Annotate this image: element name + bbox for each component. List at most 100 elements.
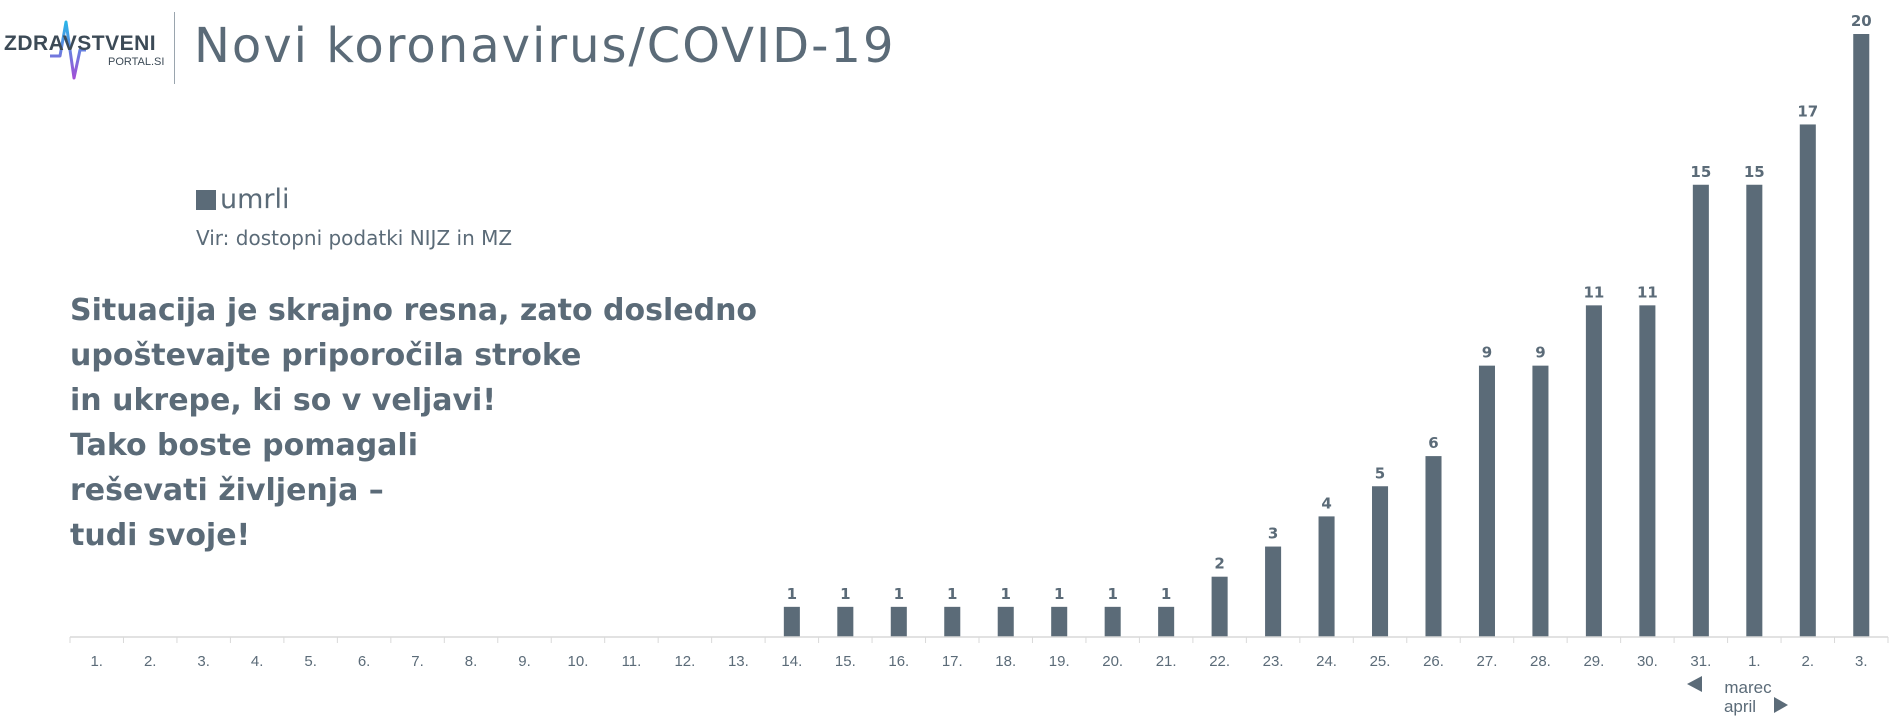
month-markers: marec april	[1687, 676, 1788, 716]
data-label: 9	[1535, 344, 1545, 362]
x-tick-label: 18.	[995, 653, 1016, 670]
x-tick-label: 26.	[1423, 653, 1444, 670]
x-tick-label: 6.	[358, 653, 371, 670]
month-label-next: april	[1724, 697, 1756, 716]
data-label: 5	[1375, 464, 1385, 482]
bar	[1853, 34, 1870, 637]
data-label: 1	[840, 585, 850, 603]
x-tick-label: 22.	[1209, 653, 1230, 670]
data-label: 15	[1744, 163, 1765, 181]
x-tick-label: 24.	[1316, 653, 1337, 670]
x-tick-label: 30.	[1637, 653, 1658, 670]
x-tick-label: 21.	[1156, 653, 1177, 670]
bar	[1211, 576, 1228, 637]
bar	[1265, 546, 1282, 637]
x-tick-label: 31.	[1690, 653, 1711, 670]
bar	[1799, 124, 1816, 637]
x-tick-label: 25.	[1370, 653, 1391, 670]
data-label: 1	[1054, 585, 1064, 603]
data-label: 1	[894, 585, 904, 603]
logo-divider	[174, 12, 175, 84]
bar	[997, 606, 1014, 637]
bar	[1425, 456, 1442, 637]
x-tick-label: 17.	[942, 653, 963, 670]
data-label: 1	[947, 585, 957, 603]
warning-message: Situacija je skrajno resna, zato dosledn…	[70, 288, 770, 558]
x-tick-label: 2.	[1802, 653, 1815, 670]
logo-text: ZDRAVSTVENI	[4, 32, 157, 55]
data-label: 15	[1690, 163, 1711, 181]
legend-label: umrli	[220, 184, 290, 215]
data-label: 1	[1107, 585, 1117, 603]
x-tick-label: 13.	[728, 653, 749, 670]
bars-group	[783, 34, 1870, 637]
x-tick-label: 12.	[674, 653, 695, 670]
data-label: 17	[1797, 102, 1818, 120]
left-arrow-icon	[1687, 676, 1702, 692]
x-tick-label: 2.	[144, 653, 157, 670]
data-label: 2	[1214, 555, 1224, 573]
bar	[1051, 606, 1068, 637]
bar	[1372, 486, 1389, 637]
right-arrow-icon	[1774, 697, 1788, 713]
x-tick-label: 20.	[1102, 653, 1123, 670]
message-line: Tako boste pomagali	[70, 428, 418, 463]
x-tick-label: 4.	[251, 653, 264, 670]
x-tick-label: 5.	[304, 653, 317, 670]
bar	[890, 606, 907, 637]
title-sub: COVID-19	[646, 18, 896, 74]
x-tick-label: 8.	[465, 653, 478, 670]
x-ticks-group	[69, 637, 1889, 643]
bar	[837, 606, 854, 637]
bar	[1639, 305, 1656, 637]
x-tick-label: 29.	[1583, 653, 1604, 670]
bar	[1104, 606, 1121, 637]
legend-swatch	[196, 189, 216, 210]
x-tick-label: 14.	[781, 653, 802, 670]
data-label: 9	[1482, 344, 1492, 362]
message-line: tudi svoje!	[70, 518, 251, 553]
logo: ZDRAVSTVENI PORTAL.SI	[4, 12, 176, 92]
title-main: Novi koronavirus	[194, 18, 629, 74]
bar	[1478, 365, 1495, 637]
pulse-icon	[50, 20, 86, 80]
title-separator: /	[628, 18, 647, 74]
data-label: 1	[787, 585, 797, 603]
x-tick-label: 11.	[622, 653, 642, 670]
x-tick-label: 10.	[568, 653, 589, 670]
bar	[944, 606, 961, 637]
bar	[1746, 184, 1763, 637]
x-tick-label: 19.	[1049, 653, 1070, 670]
data-label: 20	[1851, 12, 1872, 30]
x-tick-label: 3.	[1855, 653, 1868, 670]
message-line: Situacija je skrajno resna, zato dosledn…	[70, 293, 758, 328]
bar	[1318, 516, 1335, 637]
chart-legend: umrli	[196, 184, 290, 215]
x-tick-label: 27.	[1477, 653, 1498, 670]
data-label: 6	[1428, 434, 1438, 452]
x-tick-label: 3.	[197, 653, 210, 670]
logo-site: PORTAL.SI	[108, 56, 165, 68]
x-tick-label: 23.	[1263, 653, 1284, 670]
page-title: Novi koronavirus/COVID-19	[194, 18, 896, 74]
x-tick-label: 1.	[90, 653, 103, 670]
data-label: 11	[1637, 283, 1658, 301]
x-tick-label: 28.	[1530, 653, 1551, 670]
message-line: in ukrepe, ki so v veljavi!	[70, 383, 497, 418]
bar	[1158, 606, 1175, 637]
x-tick-label: 7.	[411, 653, 424, 670]
data-label: 11	[1583, 283, 1604, 301]
bar	[1532, 365, 1549, 637]
source-note: Vir: dostopni podatki NIJZ in MZ	[196, 226, 513, 250]
data-label: 4	[1321, 494, 1331, 512]
message-line: upoštevajte priporočila stroke	[70, 338, 582, 373]
x-tick-label: 16.	[888, 653, 909, 670]
x-tick-label: 9.	[518, 653, 531, 670]
data-label: 3	[1268, 525, 1278, 543]
message-line: reševati življenja –	[70, 473, 384, 508]
bar	[1692, 184, 1709, 637]
data-label: 1	[1161, 585, 1171, 603]
month-label-prev: marec	[1724, 678, 1772, 697]
